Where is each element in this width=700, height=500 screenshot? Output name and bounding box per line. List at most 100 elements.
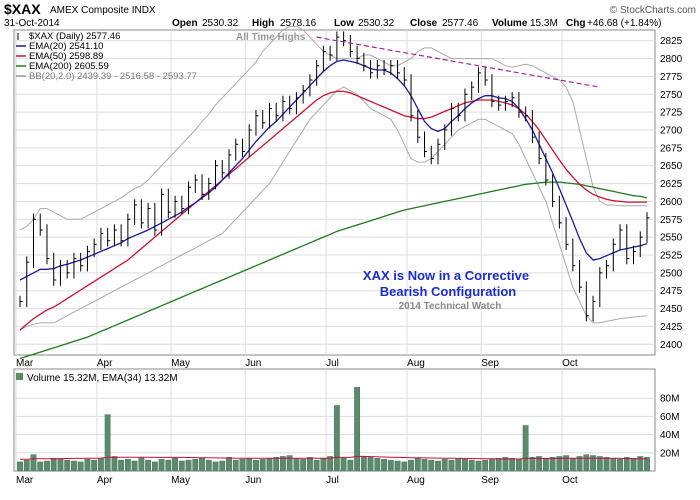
volume-bar [549, 457, 556, 472]
volume-bar [57, 458, 64, 472]
volume-bar [529, 457, 536, 472]
volume-bar [118, 459, 125, 472]
volume-bar [327, 456, 334, 472]
volume-bar [300, 458, 307, 472]
price-tick-label: 2750 [660, 90, 683, 101]
month-tick-label-bottom: Apr [97, 475, 113, 486]
volume-bar [644, 457, 650, 472]
volume-tick-label: 40M [660, 430, 679, 441]
note-line-1: XAX is Now in a Corrective [363, 268, 529, 283]
volume-bar [435, 460, 441, 472]
price-tick-label: 2525 [660, 251, 683, 262]
volume-bar [124, 458, 131, 472]
month-tick-label: Aug [407, 358, 425, 369]
bb-upper-line [19, 25, 647, 231]
price-tick-label: 2450 [660, 304, 683, 315]
volume-bar [462, 458, 468, 472]
volume-bar [509, 458, 516, 472]
month-tick-label: Jun [245, 358, 261, 369]
ema20-line [19, 59, 648, 281]
symbol: $XAX [4, 1, 41, 17]
volume-bar [482, 459, 489, 472]
volume-bar [145, 459, 151, 472]
volume-tick-label: 60M [660, 412, 679, 423]
volume-bar [630, 458, 637, 472]
volume-bar [253, 459, 259, 472]
volume-bar [192, 458, 199, 472]
month-tick-label-bottom: May [171, 475, 190, 486]
month-tick-label-bottom: Mar [16, 475, 34, 486]
volume-bar [104, 414, 111, 472]
volume-legend: Volume 15.32M, EMA(34) 13.32M [27, 373, 178, 384]
volume-bar [98, 458, 104, 472]
price-tick-label: 2550 [660, 233, 683, 244]
volume-bar [293, 458, 300, 472]
price-tick-label: 2775 [660, 72, 683, 83]
price-tick-label: 2800 [660, 54, 683, 65]
month-tick-label-bottom: Oct [562, 475, 578, 486]
volume-ema-line [20, 455, 648, 460]
price-y-axis: 2400 2425 2450 2475 2500 2525 2550 2575 2600 2625… [660, 36, 683, 351]
note-line-2: Bearish Configuration [380, 284, 517, 299]
price-tick-label: 2675 [660, 143, 683, 154]
volume-label: Volume [492, 18, 528, 29]
volume-bar [111, 456, 118, 472]
month-tick-label: Sep [481, 358, 499, 369]
volume-bar [401, 461, 408, 472]
volume-bar [273, 457, 280, 472]
high-label: High [252, 18, 274, 29]
all-time-highs-label: All Time Highs [236, 32, 306, 43]
volume-bar [475, 460, 482, 472]
volume-bar [360, 456, 367, 472]
volume-bar [347, 459, 354, 472]
ema200-line [19, 181, 648, 360]
bb-lower-line [19, 86, 648, 331]
note-line-3: 2014 Technical Watch [399, 301, 502, 312]
volume-bar [286, 455, 293, 472]
chart-date: 31-Oct-2014 [4, 18, 60, 29]
price-bars [19, 31, 650, 322]
volume-bar [246, 458, 253, 472]
bollinger-bands [19, 25, 648, 331]
volume-bar [563, 455, 569, 472]
chg-label: Chg [566, 18, 585, 29]
volume-bar [259, 458, 266, 472]
volume-bar [414, 458, 421, 472]
legend-entry: BB(20,2.0) 2439.39 - 2516.58 - 2593.77 [29, 71, 197, 82]
high-value: 2578.16 [280, 18, 317, 29]
volume-bar [30, 454, 37, 472]
volume-bar [495, 458, 502, 472]
volume-bar [556, 456, 563, 472]
volume-bars [17, 387, 650, 472]
volume-bar [84, 458, 91, 472]
volume-bar [428, 459, 435, 472]
volume-bar [455, 458, 462, 472]
price-tick-label: 2575 [660, 215, 683, 226]
month-tick-label-bottom: Jul [326, 475, 339, 486]
price-tick-label: 2825 [660, 36, 683, 47]
volume-bar [596, 456, 603, 472]
price-tick-label: 2475 [660, 286, 683, 297]
month-axis: Mar Apr May Jun Jul Aug Sep Oct [16, 358, 578, 369]
ohlc-summary: Open 2530.32 High 2578.16 Low 2530.32 Cl… [172, 18, 662, 29]
volume-bar [536, 456, 543, 472]
month-tick-label-bottom: Aug [407, 475, 425, 486]
volume-bar [165, 459, 172, 472]
volume-bar [522, 425, 529, 472]
volume-bar [623, 457, 630, 472]
volume-bar [158, 458, 165, 472]
legend-entry: EMA(50) 2598.89 [29, 51, 103, 62]
price-tick-label: 2600 [660, 197, 683, 208]
volume-tick-label: 80M [660, 394, 679, 405]
volume-bar [226, 457, 232, 472]
volume-bar [205, 459, 212, 472]
volume-bar [576, 456, 583, 472]
volume-bar [44, 460, 50, 472]
month-axis-bottom: Mar Apr May Jun Jul Aug Sep Oct [16, 475, 578, 486]
volume-bar [516, 458, 522, 472]
volume-bar [374, 458, 381, 472]
volume-bar [394, 460, 401, 472]
price-tick-label: 2725 [660, 108, 683, 119]
open-label: Open [172, 18, 198, 29]
